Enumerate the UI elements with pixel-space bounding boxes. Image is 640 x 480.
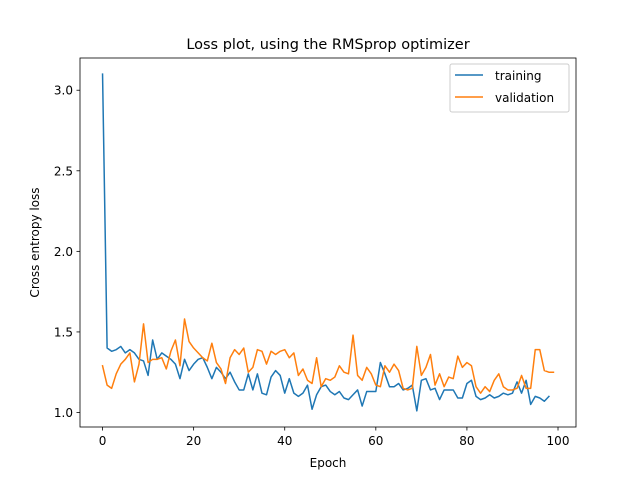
series-line-validation	[101, 318, 555, 394]
x-tick-label: 80	[459, 434, 474, 448]
y-axis: 1.0 1.5 2.0 2.5 3.0	[54, 84, 80, 420]
legend-box	[449, 63, 570, 113]
plot-frame	[79, 57, 577, 428]
y-tick-label: 2.5	[54, 164, 73, 178]
series-layer	[101, 73, 555, 412]
x-tick-label: 0	[99, 434, 107, 448]
x-axis: 0 20 40 60 80 100	[99, 427, 570, 448]
x-tick-label: 20	[186, 434, 201, 448]
legend: training validation	[449, 63, 570, 113]
y-tick-label: 1.5	[54, 325, 73, 339]
y-tick-label: 3.0	[54, 84, 73, 98]
legend-label-training: training	[495, 69, 542, 83]
x-tick-label: 100	[547, 434, 570, 448]
x-axis-label: Epoch	[310, 456, 347, 470]
y-tick-label: 1.0	[54, 406, 73, 420]
series-line-training	[101, 73, 550, 412]
chart-title: Loss plot, using the RMSprop optimizer	[186, 37, 469, 53]
y-axis-label: Cross entropy loss	[28, 187, 42, 297]
y-tick-label: 2.0	[54, 245, 73, 259]
x-tick-label: 40	[277, 434, 292, 448]
x-tick-label: 60	[368, 434, 383, 448]
legend-label-validation: validation	[495, 91, 554, 105]
